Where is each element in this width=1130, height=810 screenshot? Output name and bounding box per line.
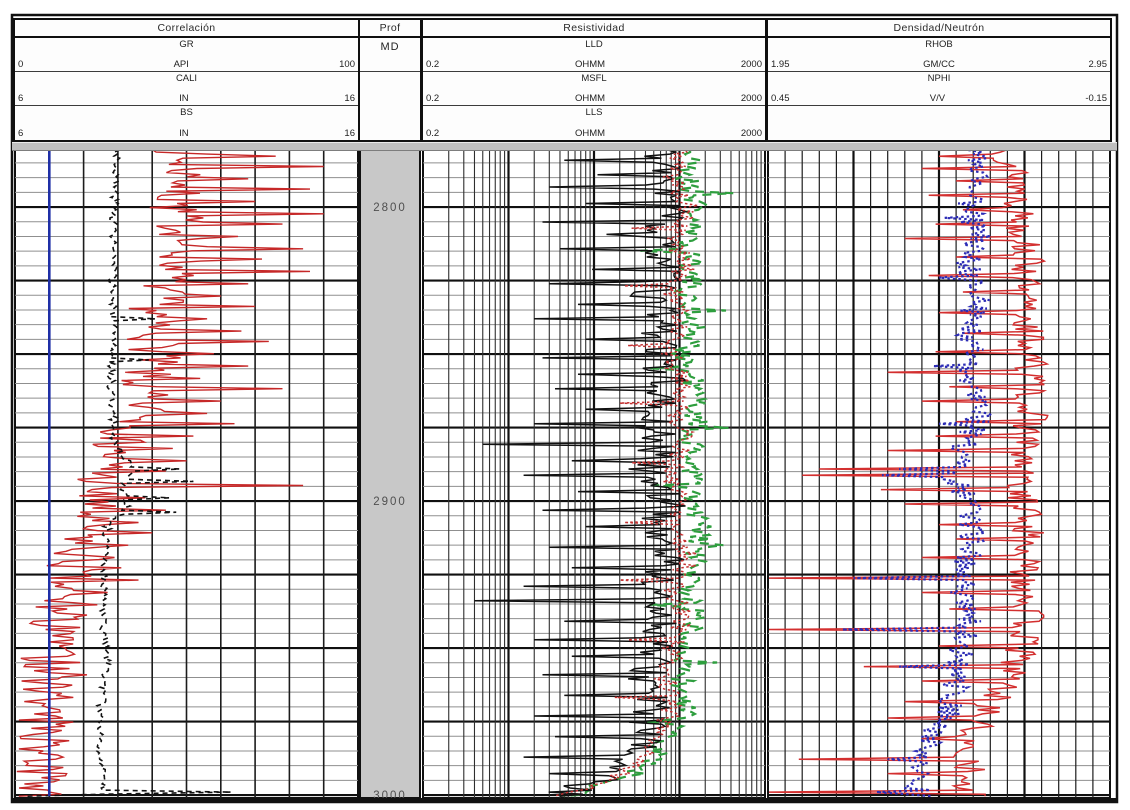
lls-scale-left: 0.2 [426,128,440,139]
header-track-resistividad: Resistividad LLD 0.2 OHMM 2000 MSFL 0.2 … [421,18,767,142]
nphi-scale-unit: V/V [929,93,946,104]
curve-header-msfl: MSFL 0.2 OHMM 2000 [423,72,765,106]
msfl-scale-right: 2000 [740,93,762,104]
gr-sample-line [17,52,356,59]
bs-sample-line [17,120,356,127]
nphi-scale-left: 0.45 [771,93,790,104]
gr-scale-right: 100 [339,59,355,70]
curve-gr [16,150,324,797]
track-title-correlacion: Correlación [15,20,358,38]
bs-scale-right: 16 [344,128,355,139]
curve-name-bs: BS [180,107,193,118]
track-title-resistividad: Resistividad [423,20,765,38]
depth-label-2900: 2900 [373,496,407,508]
densidad-header-empty [768,106,1110,140]
curve-header-nphi: NPHI 0.45 V/V -0.15 [768,72,1110,106]
header-track-densidad-neutron: Densidad/Neutrón RHOB 1.95 GM/CC 2.95 NP… [766,18,1112,142]
lls-sample-line [425,120,763,127]
rhob-sample-line [770,52,1108,59]
rhob-scale: 1.95 GM/CC 2.95 [771,59,1107,70]
nphi-sample-line [770,86,1108,93]
msfl-scale-unit: OHMM [575,93,606,104]
curve-header-gr: GR 0 API 100 [15,38,358,72]
curve-lls [553,150,699,797]
depth-units-label: MD [380,41,400,53]
msfl-sample-line [425,86,763,93]
curve-lld [563,150,734,798]
lls-scale: 0.2 OHMM 2000 [426,128,762,139]
header-plot-divider [12,142,1117,151]
bs-scale-left: 6 [18,128,24,139]
curve-name-rhob: RHOB [925,39,953,50]
curve-cali [25,150,232,797]
nphi-scale-right: -0.15 [1085,93,1107,104]
lld-scale-left: 0.2 [426,59,440,70]
track-title-prof: Prof [360,20,420,38]
curve-header-lld: LLD 0.2 OHMM 2000 [423,38,765,72]
curve-name-lld: LLD [585,39,603,50]
lld-scale-right: 2000 [740,59,762,70]
curve-rhob [768,150,1050,797]
gr-scale: 0 API 100 [18,59,355,70]
cali-scale-unit: IN [179,93,189,104]
depth-header-empty [360,72,420,140]
curve-header-bs: BS 6 IN 16 [15,106,358,140]
msfl-scale: 0.2 OHMM 2000 [426,93,762,104]
curve-name-msfl: MSFL [581,73,607,84]
lld-sample-line [425,52,763,59]
track-title-densidad-neutron: Densidad/Neutrón [768,20,1110,38]
curve-name-cali: CALI [175,73,198,84]
rhob-scale-left: 1.95 [771,59,790,70]
curve-name-lls: LLS [585,107,603,118]
depth-units-row: MD [360,38,420,72]
nphi-scale: 0.45 V/V -0.15 [771,93,1107,104]
curve-header-rhob: RHOB 1.95 GM/CC 2.95 [768,38,1110,72]
cali-scale-left: 6 [18,93,24,104]
lls-scale-unit: OHMM [575,128,606,139]
curve-name-gr: GR [179,39,194,50]
cali-scale-right: 16 [344,93,355,104]
curve-nphi [842,150,995,798]
msfl-scale-left: 0.2 [426,93,440,104]
lls-scale-right: 2000 [740,128,762,139]
gr-scale-left: 0 [18,59,24,70]
curve-header-cali: CALI 6 IN 16 [15,72,358,106]
cali-sample-line [17,86,356,93]
curve-msfl [474,150,689,797]
depth-label-2800: 2800 [373,202,407,214]
header-track-correlacion: Correlación GR 0 API 100 CALI 6 IN 16 BS… [13,18,360,142]
header-track-depth: Prof MD [358,18,422,142]
rhob-scale-right: 2.95 [1088,59,1107,70]
cali-scale: 6 IN 16 [18,93,355,104]
lld-scale-unit: OHMM [575,59,606,70]
curve-header-lls: LLS 0.2 OHMM 2000 [423,106,765,140]
gr-scale-unit: API [173,59,189,70]
bs-scale: 6 IN 16 [18,128,355,139]
rhob-scale-unit: GM/CC [923,59,955,70]
lld-scale: 0.2 OHMM 2000 [426,59,762,70]
curve-name-nphi: NPHI [927,73,951,84]
bs-scale-unit: IN [179,128,189,139]
